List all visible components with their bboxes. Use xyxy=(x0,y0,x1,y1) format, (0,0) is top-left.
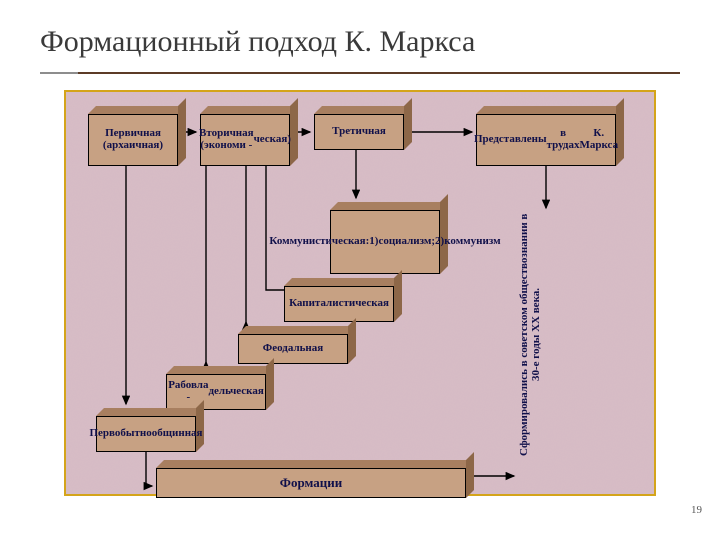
box-tertiary: Третичная xyxy=(314,106,404,150)
page-title: Формационный подход К. Маркса xyxy=(40,25,475,59)
box-communist: Коммунистическая:1)социализм;2)коммунизм xyxy=(330,202,440,274)
box-formations: Формации xyxy=(156,460,466,498)
box-primitive: Первобытнообщинная xyxy=(96,408,196,452)
title-rule xyxy=(40,72,680,74)
title-rule-accent xyxy=(40,72,78,74)
slide: Формационный подход К. Маркса Первичная … xyxy=(0,0,720,540)
box-feudal: Феодальная xyxy=(238,326,348,364)
page-number: 19 xyxy=(691,504,702,516)
box-works: Представленыв трудахК. Маркса xyxy=(476,106,616,166)
diagram-canvas: Первичная (архаичная) Вторичная (экономи… xyxy=(66,92,654,494)
box-capitalist: Капиталистическая xyxy=(284,278,394,322)
box-primary: Первичная (архаичная) xyxy=(88,106,178,166)
box-secondary: Вторичная (экономи -ческая) xyxy=(200,106,290,166)
side-note: Сформировались в советском обществознани… xyxy=(518,212,558,457)
box-slave: Рабовла -дельческая xyxy=(166,366,266,410)
diagram-frame: Первичная (архаичная) Вторичная (экономи… xyxy=(64,90,656,496)
